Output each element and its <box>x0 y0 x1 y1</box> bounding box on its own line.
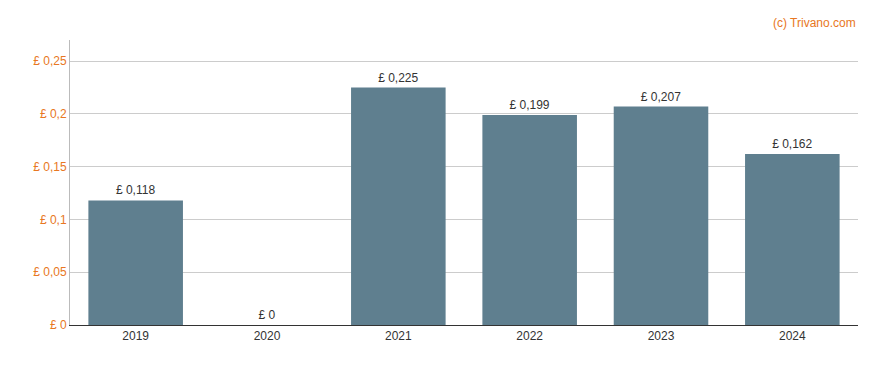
svg-text:£ 0,2: £ 0,2 <box>40 107 67 121</box>
svg-text:£ 0,207: £ 0,207 <box>641 90 681 104</box>
svg-text:£ 0: £ 0 <box>50 318 67 332</box>
svg-text:2022: 2022 <box>516 329 543 343</box>
svg-text:2021: 2021 <box>385 329 412 343</box>
svg-text:£ 0,225: £ 0,225 <box>378 71 418 85</box>
svg-text:£ 0,05: £ 0,05 <box>33 265 67 279</box>
svg-text:2019: 2019 <box>122 329 149 343</box>
svg-text:£ 0,162: £ 0,162 <box>772 137 812 151</box>
svg-text:£ 0: £ 0 <box>258 308 275 322</box>
svg-text:£ 0,25: £ 0,25 <box>33 54 67 68</box>
svg-text:£ 0,199: £ 0,199 <box>509 98 549 112</box>
svg-text:(c) Trivano.com: (c) Trivano.com <box>773 16 856 30</box>
svg-text:£ 0,118: £ 0,118 <box>116 183 155 197</box>
svg-text:2024: 2024 <box>779 329 806 343</box>
svg-text:2020: 2020 <box>254 329 281 343</box>
svg-text:£ 0,1: £ 0,1 <box>40 213 67 227</box>
svg-text:2023: 2023 <box>648 329 675 343</box>
svg-text:£ 0,15: £ 0,15 <box>33 160 67 174</box>
